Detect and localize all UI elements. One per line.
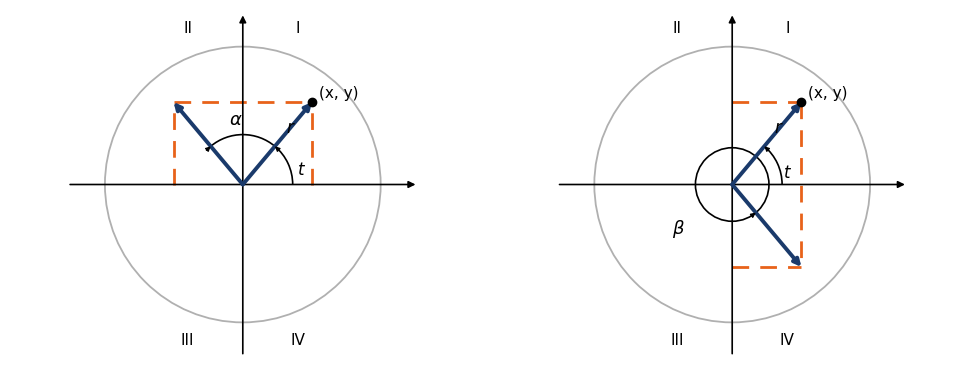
Text: $\beta$: $\beta$ bbox=[672, 218, 684, 240]
Text: IV: IV bbox=[780, 333, 795, 348]
Text: (x, y): (x, y) bbox=[319, 86, 358, 101]
Text: r: r bbox=[774, 118, 781, 137]
Text: (x, y): (x, y) bbox=[808, 86, 847, 101]
Text: II: II bbox=[673, 21, 682, 36]
Text: I: I bbox=[295, 21, 300, 36]
Text: III: III bbox=[181, 333, 194, 348]
Text: t: t bbox=[784, 164, 790, 182]
Text: $\alpha$: $\alpha$ bbox=[229, 111, 243, 130]
Text: t: t bbox=[298, 161, 304, 179]
Text: II: II bbox=[183, 21, 192, 36]
Text: IV: IV bbox=[291, 333, 305, 348]
Text: III: III bbox=[670, 333, 683, 348]
Text: r: r bbox=[286, 118, 293, 137]
Text: I: I bbox=[785, 21, 790, 36]
